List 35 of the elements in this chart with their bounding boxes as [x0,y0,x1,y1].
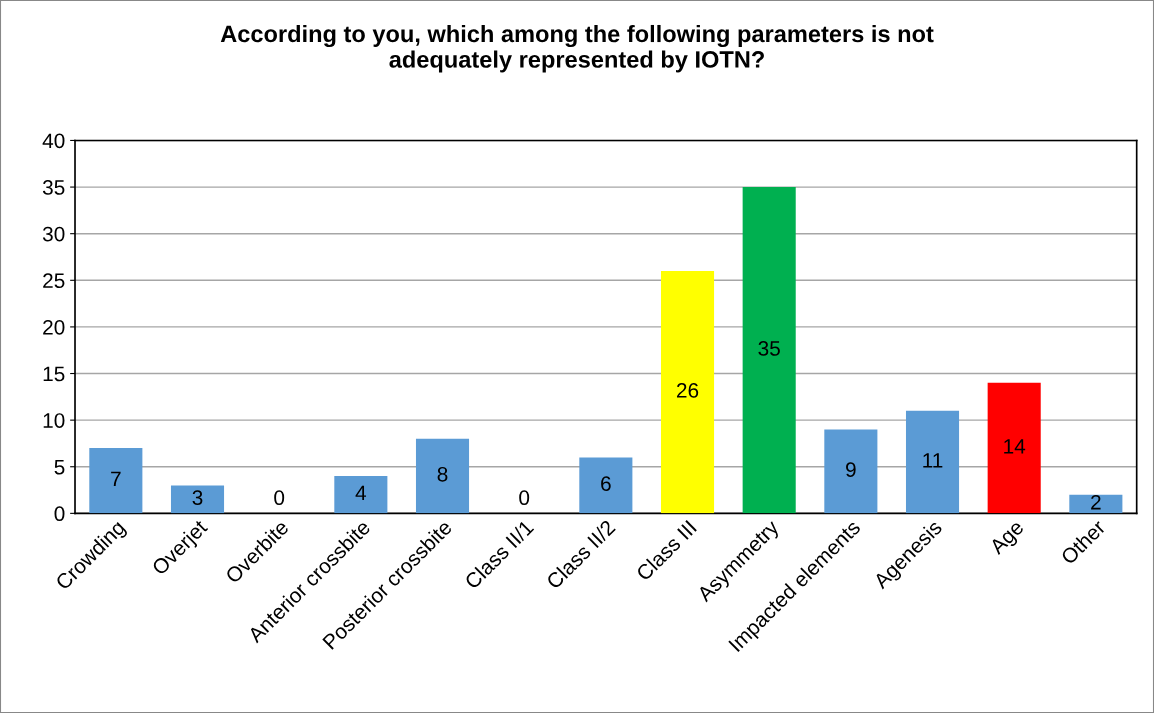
y-tick-label: 25 [43,273,65,289]
y-tick-label: 40 [42,133,65,149]
x-tick-label: Age [988,519,1028,559]
y-tick-label: 10 [43,413,65,428]
data-label: 2 [1091,494,1101,510]
y-tick-label: 35 [42,180,65,195]
data-label: 4 [355,485,367,501]
bar [334,476,388,514]
chart-title: According to you, which among the following parameters is not adequately represented by IOTN? [220,24,934,73]
y-tick-label: 30 [42,226,65,242]
bar [415,438,470,514]
data-label: 26 [676,383,699,398]
bar [89,448,143,514]
y-tick-label: 5 [54,459,65,475]
data-label: 0 [519,490,530,506]
y-tick-label: 0 [54,506,65,522]
data-label: 14 [1004,439,1026,454]
bar [824,429,878,514]
bar [987,382,1041,514]
bar [742,187,796,514]
data-label: 7 [111,471,121,487]
data-label: 11 [923,453,943,468]
bar [1069,494,1123,514]
y-tick-label: 20 [43,319,65,335]
bar [170,485,225,514]
data-label: 3 [192,490,203,505]
bar [905,410,960,514]
data-label: 8 [437,466,448,482]
data-label: 9 [846,462,856,477]
data-label: 35 [758,341,780,356]
bar [660,270,715,514]
data-label: 0 [274,490,285,506]
y-tick-label: 15 [43,366,65,382]
bar [579,457,633,514]
data-label: 6 [601,476,611,491]
